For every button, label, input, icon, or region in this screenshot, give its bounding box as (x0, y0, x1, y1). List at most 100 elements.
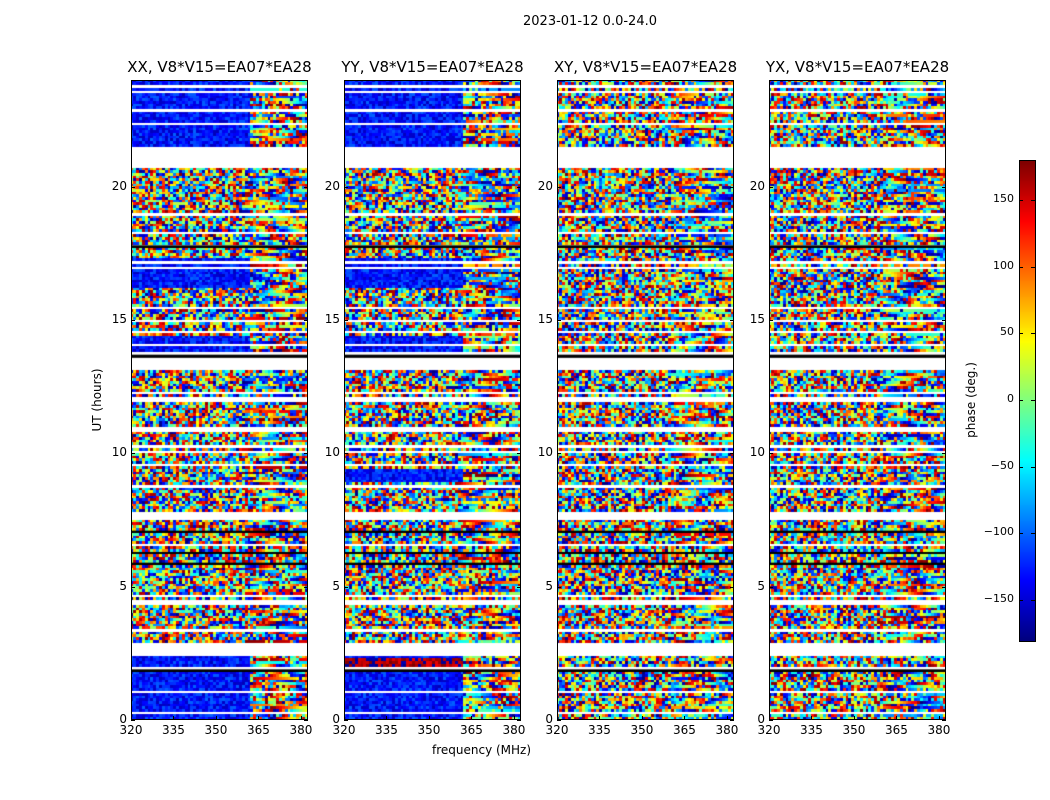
colorbar-tick-label: −100 (983, 525, 1014, 539)
y-tick (769, 320, 773, 321)
y-tick-label: 0 (332, 712, 340, 726)
x-tick-label: 380 (927, 723, 951, 737)
x-tick (599, 716, 601, 720)
colorbar-tick (1019, 600, 1023, 601)
y-tick (131, 453, 135, 455)
y-tick (344, 320, 348, 321)
x-tick (853, 716, 855, 720)
y-tick-label: 15 (537, 312, 553, 326)
x-tick (471, 716, 473, 720)
y-tick (557, 320, 561, 321)
y-tick-label: 0 (119, 712, 127, 726)
colorbar-tick-label: −150 (983, 592, 1014, 605)
x-tick-label: 365 (246, 723, 270, 737)
x-tick-label: 380 (289, 723, 313, 737)
y-tick-label: 15 (111, 312, 127, 326)
colorbar-tick (1031, 533, 1035, 535)
colorbar-tick (1031, 600, 1035, 601)
panel-title: XY, V8*V15=EA07*EA28 (553, 58, 738, 76)
colorbar-tick (1019, 466, 1023, 468)
y-tick (942, 453, 946, 455)
x-tick-label: 350 (417, 723, 441, 737)
y-tick-label: 0 (757, 712, 765, 726)
y-tick (344, 720, 348, 721)
y-tick-label: 15 (324, 312, 340, 326)
y-tick-label: 20 (537, 178, 553, 193)
heatmap-cells (557, 80, 734, 720)
colorbar-tick-label: 0 (1007, 392, 1014, 405)
y-tick-label: 20 (749, 178, 765, 193)
y-tick (517, 320, 521, 321)
x-tick (258, 716, 260, 720)
y-tick-label: 20 (324, 178, 340, 193)
heatmap-panel: YX, V8*V15=EA07*EA28 320 335 350 365 380 0 5 10 1… (750, 58, 951, 737)
x-tick (300, 716, 302, 720)
y-tick-label: 5 (757, 578, 765, 593)
x-tick-label: 335 (800, 723, 823, 737)
y-tick (730, 320, 734, 321)
heatmap-panel: XY, V8*V15=EA07*EA28 320 335 350 365 380 0 5 10 1… (538, 58, 739, 737)
heatmap-cells (769, 80, 946, 720)
y-tick (517, 586, 521, 588)
y-tick (730, 586, 734, 588)
colorbar-tick (1031, 333, 1035, 335)
x-tick (344, 716, 345, 720)
figure-title: 2023-01-12 0.0-24.0 (523, 14, 657, 29)
y-tick-label: 10 (111, 445, 127, 460)
x-tick (769, 716, 770, 720)
x-tick (641, 716, 643, 720)
y-tick-label: 5 (119, 578, 127, 593)
colorbar-tick (1019, 400, 1023, 401)
heatmap-cells (344, 80, 521, 720)
x-tick-label: 320 (332, 723, 356, 737)
x-tick-label: 335 (588, 723, 611, 737)
y-tick (304, 320, 308, 321)
y-tick (730, 186, 734, 188)
y-tick (344, 453, 348, 455)
x-tick-label: 350 (204, 723, 228, 737)
colorbar-gradient (1020, 161, 1035, 641)
x-tick (726, 716, 728, 720)
y-tick (131, 720, 135, 721)
y-tick (131, 320, 135, 321)
colorbar-tick (1031, 400, 1035, 401)
x-tick-label: 350 (842, 723, 866, 737)
y-tick (769, 453, 773, 455)
colorbar-tick-label: 150 (993, 192, 1014, 205)
x-tick (557, 716, 558, 720)
heatmap-panel: YY, V8*V15=EA07*EA28 320 335 350 365 380 0 5 10 1… (325, 58, 526, 737)
colorbar-tick (1031, 266, 1035, 268)
heatmap-panel: XX, V8*V15=EA07*EA28 320 335 350 365 380 0 5 10 1… (112, 58, 313, 737)
x-tick-label: 365 (459, 723, 483, 737)
colorbar-label: phase (deg.) (964, 362, 978, 438)
x-tick-label: 350 (630, 723, 654, 737)
y-tick (304, 586, 308, 588)
y-tick (304, 453, 308, 455)
y-tick-label: 5 (545, 578, 553, 593)
y-tick (304, 720, 308, 721)
x-tick-label: 320 (757, 723, 781, 737)
colorbar-tick (1031, 466, 1035, 468)
colorbar (1019, 160, 1036, 642)
y-tick (769, 186, 773, 188)
x-axis-label: frequency (MHz) (432, 743, 532, 757)
y-tick-label: 10 (324, 445, 340, 460)
y-tick (557, 586, 561, 588)
x-tick (938, 716, 940, 720)
y-tick (517, 453, 521, 455)
panel-title: YX, V8*V15=EA07*EA28 (765, 58, 950, 76)
colorbar-tick-label: −50 (990, 458, 1014, 472)
y-tick (942, 320, 946, 321)
colorbar-tick-label: 100 (993, 258, 1014, 272)
y-tick (557, 186, 561, 188)
x-tick-label: 320 (545, 723, 569, 737)
x-tick-label: 380 (715, 723, 739, 737)
y-tick (769, 586, 773, 588)
x-tick-label: 365 (884, 723, 908, 737)
colorbar-tick (1031, 200, 1035, 201)
colorbar-tick (1019, 533, 1023, 535)
x-tick-label: 380 (502, 723, 526, 737)
x-tick (131, 716, 132, 720)
y-tick-label: 15 (749, 312, 765, 326)
y-tick (942, 720, 946, 721)
